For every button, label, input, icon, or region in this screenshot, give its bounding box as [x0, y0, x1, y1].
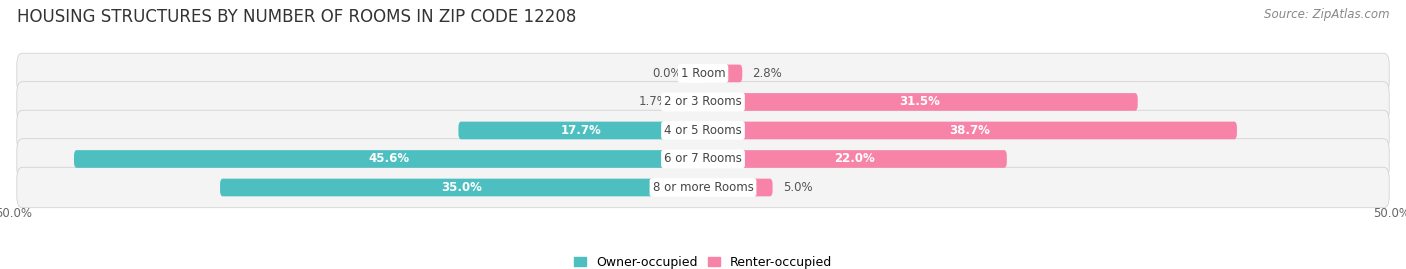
FancyBboxPatch shape — [703, 179, 772, 196]
Text: 0.0%: 0.0% — [652, 67, 682, 80]
Text: HOUSING STRUCTURES BY NUMBER OF ROOMS IN ZIP CODE 12208: HOUSING STRUCTURES BY NUMBER OF ROOMS IN… — [17, 8, 576, 26]
Text: 2.8%: 2.8% — [752, 67, 782, 80]
FancyBboxPatch shape — [17, 110, 1389, 151]
FancyBboxPatch shape — [75, 150, 703, 168]
Text: 35.0%: 35.0% — [441, 181, 482, 194]
Legend: Owner-occupied, Renter-occupied: Owner-occupied, Renter-occupied — [568, 251, 838, 269]
FancyBboxPatch shape — [703, 65, 742, 82]
FancyBboxPatch shape — [458, 122, 703, 139]
FancyBboxPatch shape — [17, 139, 1389, 179]
Text: Source: ZipAtlas.com: Source: ZipAtlas.com — [1264, 8, 1389, 21]
Text: 1 Room: 1 Room — [681, 67, 725, 80]
Text: 8 or more Rooms: 8 or more Rooms — [652, 181, 754, 194]
Text: 45.6%: 45.6% — [368, 153, 409, 165]
FancyBboxPatch shape — [17, 167, 1389, 208]
FancyBboxPatch shape — [17, 53, 1389, 94]
FancyBboxPatch shape — [679, 93, 703, 111]
FancyBboxPatch shape — [703, 93, 1137, 111]
Text: 2 or 3 Rooms: 2 or 3 Rooms — [664, 95, 742, 108]
FancyBboxPatch shape — [221, 179, 703, 196]
Text: 17.7%: 17.7% — [561, 124, 602, 137]
FancyBboxPatch shape — [17, 82, 1389, 122]
Text: 1.7%: 1.7% — [638, 95, 669, 108]
Text: 6 or 7 Rooms: 6 or 7 Rooms — [664, 153, 742, 165]
Text: 38.7%: 38.7% — [949, 124, 990, 137]
Text: 4 or 5 Rooms: 4 or 5 Rooms — [664, 124, 742, 137]
Text: 5.0%: 5.0% — [783, 181, 813, 194]
Text: 31.5%: 31.5% — [900, 95, 941, 108]
FancyBboxPatch shape — [703, 150, 1007, 168]
Text: 22.0%: 22.0% — [834, 153, 875, 165]
FancyBboxPatch shape — [703, 122, 1237, 139]
